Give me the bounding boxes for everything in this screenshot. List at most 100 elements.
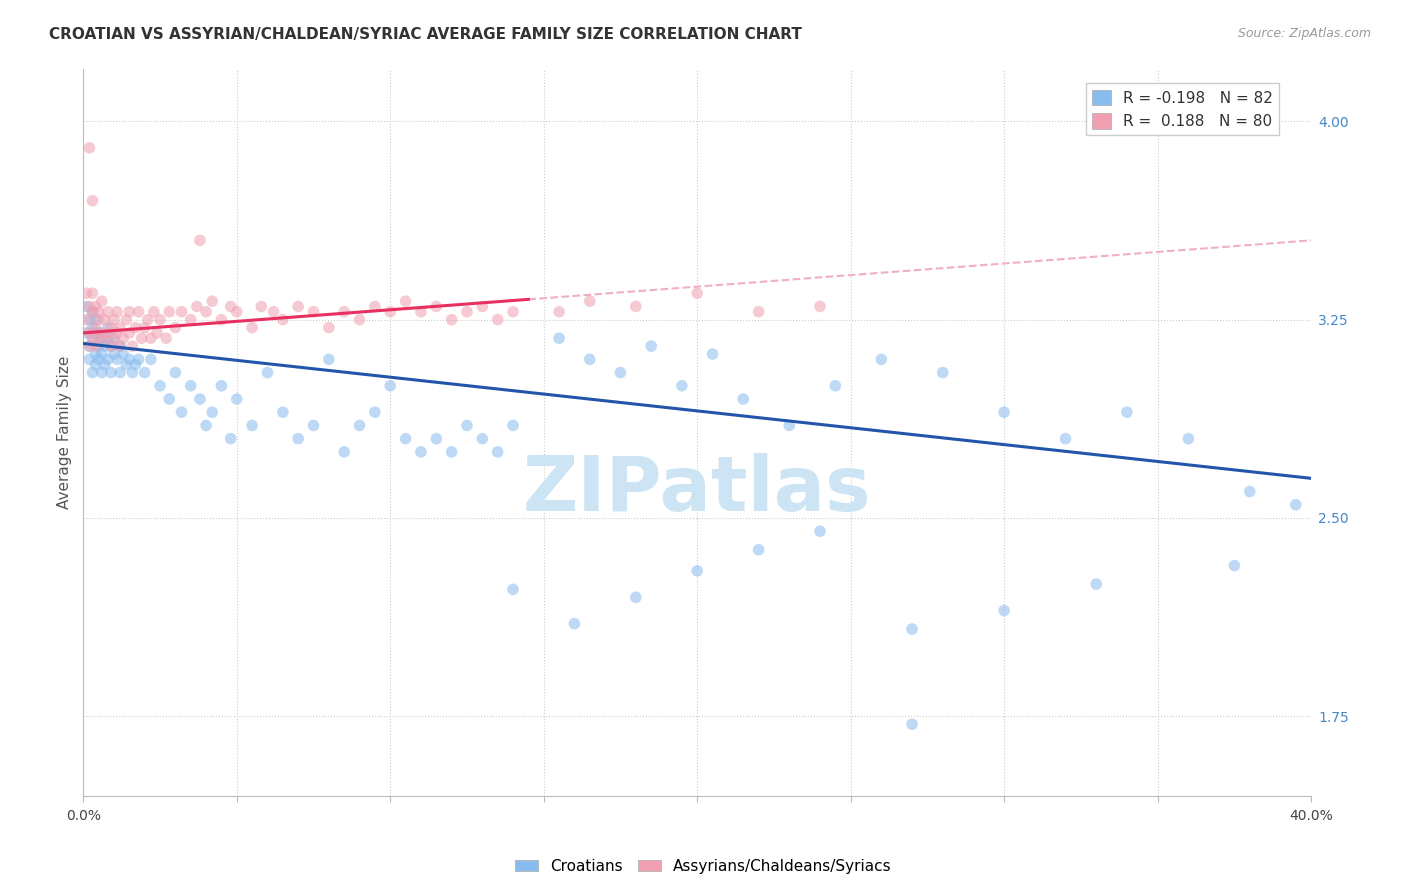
Point — [250, 300, 273, 314]
Point — [87, 331, 110, 345]
Point — [201, 294, 224, 309]
Point — [201, 405, 224, 419]
Point — [139, 331, 162, 345]
Point — [79, 339, 101, 353]
Point — [188, 392, 211, 406]
Point — [748, 542, 770, 557]
Point — [142, 305, 165, 319]
Point — [302, 305, 325, 319]
Point — [79, 339, 101, 353]
Y-axis label: Average Family Size: Average Family Size — [58, 355, 72, 508]
Point — [170, 405, 193, 419]
Point — [502, 582, 524, 597]
Point — [380, 305, 402, 319]
Point — [90, 326, 112, 340]
Point — [97, 326, 120, 340]
Point — [1285, 498, 1308, 512]
Point — [100, 339, 122, 353]
Point — [112, 331, 135, 345]
Point — [87, 305, 110, 319]
Point — [87, 352, 110, 367]
Point — [1254, 114, 1277, 128]
Point — [105, 326, 128, 340]
Point — [318, 320, 340, 334]
Point — [624, 300, 647, 314]
Point — [134, 320, 156, 334]
Point — [131, 331, 153, 345]
Point — [209, 312, 232, 326]
Point — [84, 300, 107, 314]
Point — [149, 378, 172, 392]
Point — [240, 418, 263, 433]
Point — [170, 305, 193, 319]
Point — [425, 432, 447, 446]
Point — [79, 312, 101, 326]
Point — [100, 339, 122, 353]
Point — [84, 326, 107, 340]
Point — [1054, 432, 1077, 446]
Point — [486, 445, 509, 459]
Point — [82, 194, 104, 208]
Point — [112, 347, 135, 361]
Point — [121, 366, 143, 380]
Point — [124, 358, 146, 372]
Point — [118, 352, 141, 367]
Point — [105, 352, 128, 367]
Text: Source: ZipAtlas.com: Source: ZipAtlas.com — [1237, 27, 1371, 40]
Point — [84, 347, 107, 361]
Point — [100, 366, 122, 380]
Point — [82, 366, 104, 380]
Point — [808, 524, 831, 539]
Point — [471, 300, 494, 314]
Point — [240, 320, 263, 334]
Point — [271, 312, 294, 326]
Point — [115, 358, 138, 372]
Point — [932, 366, 955, 380]
Point — [103, 347, 125, 361]
Point — [84, 312, 107, 326]
Text: ZIPatlas: ZIPatlas — [523, 453, 872, 527]
Point — [94, 331, 117, 345]
Point — [79, 141, 101, 155]
Point — [548, 331, 571, 345]
Point — [578, 352, 600, 367]
Point — [146, 326, 169, 340]
Point — [157, 305, 180, 319]
Point — [75, 300, 97, 314]
Point — [75, 312, 97, 326]
Point — [155, 331, 177, 345]
Point — [609, 366, 631, 380]
Point — [105, 305, 128, 319]
Point — [82, 331, 104, 345]
Point — [97, 320, 120, 334]
Point — [94, 339, 117, 353]
Point — [1116, 405, 1139, 419]
Point — [394, 432, 416, 446]
Point — [318, 352, 340, 367]
Point — [870, 352, 893, 367]
Point — [188, 233, 211, 247]
Point — [287, 300, 309, 314]
Point — [209, 378, 232, 392]
Point — [471, 432, 494, 446]
Point — [502, 305, 524, 319]
Point — [702, 347, 724, 361]
Point — [108, 339, 131, 353]
Point — [84, 320, 107, 334]
Point — [993, 405, 1015, 419]
Point — [87, 326, 110, 340]
Point — [186, 300, 208, 314]
Point — [824, 378, 846, 392]
Legend: R = -0.198   N = 82, R =  0.188   N = 80: R = -0.198 N = 82, R = 0.188 N = 80 — [1087, 84, 1279, 136]
Point — [440, 445, 463, 459]
Point — [808, 300, 831, 314]
Point — [901, 622, 924, 636]
Point — [94, 358, 117, 372]
Point — [686, 564, 709, 578]
Point — [748, 305, 770, 319]
Point — [103, 312, 125, 326]
Point — [733, 392, 755, 406]
Point — [263, 305, 285, 319]
Point — [564, 616, 586, 631]
Point — [225, 392, 247, 406]
